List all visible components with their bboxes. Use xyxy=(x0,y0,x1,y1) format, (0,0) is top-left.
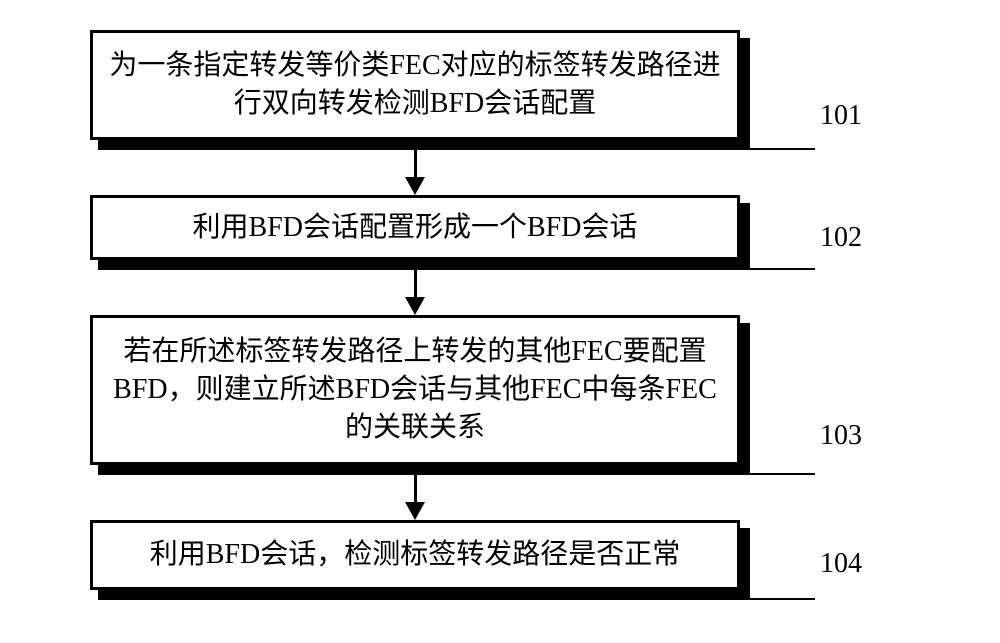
step-number-label: 104 xyxy=(820,548,862,580)
box-shadow-bottom xyxy=(98,140,750,150)
box-shadow-bottom xyxy=(98,590,750,600)
flow-step-box: 为一条指定转发等价类FEC对应的标签转发路径进行双向转发检测BFD会话配置 xyxy=(90,30,740,140)
arrow-head-icon xyxy=(405,502,425,520)
label-connector xyxy=(750,148,815,150)
flow-step-text: 若在所述标签转发路径上转发的其他FEC要配置BFD，则建立所述BFD会话与其他F… xyxy=(105,333,725,446)
flow-step-text: 利用BFD会话配置形成一个BFD会话 xyxy=(193,209,638,247)
step-number-label: 101 xyxy=(820,100,862,132)
box-shadow-right xyxy=(740,38,750,150)
flow-step-box: 利用BFD会话配置形成一个BFD会话 xyxy=(90,195,740,260)
label-connector xyxy=(750,268,815,270)
flow-step-box: 利用BFD会话，检测标签转发路径是否正常 xyxy=(90,520,740,590)
arrow-head-icon xyxy=(405,177,425,195)
arrow-shaft xyxy=(414,475,417,502)
flow-step-box: 若在所述标签转发路径上转发的其他FEC要配置BFD，则建立所述BFD会话与其他F… xyxy=(90,315,740,465)
label-connector xyxy=(750,598,815,600)
step-number-label: 103 xyxy=(820,420,862,452)
flowchart-canvas: 为一条指定转发等价类FEC对应的标签转发路径进行双向转发检测BFD会话配置 101… xyxy=(0,0,1000,643)
arrow-shaft xyxy=(414,270,417,297)
arrow-shaft xyxy=(414,150,417,177)
flow-step-text: 为一条指定转发等价类FEC对应的标签转发路径进行双向转发检测BFD会话配置 xyxy=(105,47,725,123)
step-number-label: 102 xyxy=(820,222,862,254)
box-shadow-bottom xyxy=(98,260,750,270)
box-shadow-right xyxy=(740,323,750,475)
flow-step-text: 利用BFD会话，检测标签转发路径是否正常 xyxy=(150,536,680,574)
arrow-head-icon xyxy=(405,297,425,315)
label-connector xyxy=(750,473,815,475)
box-shadow-bottom xyxy=(98,465,750,475)
